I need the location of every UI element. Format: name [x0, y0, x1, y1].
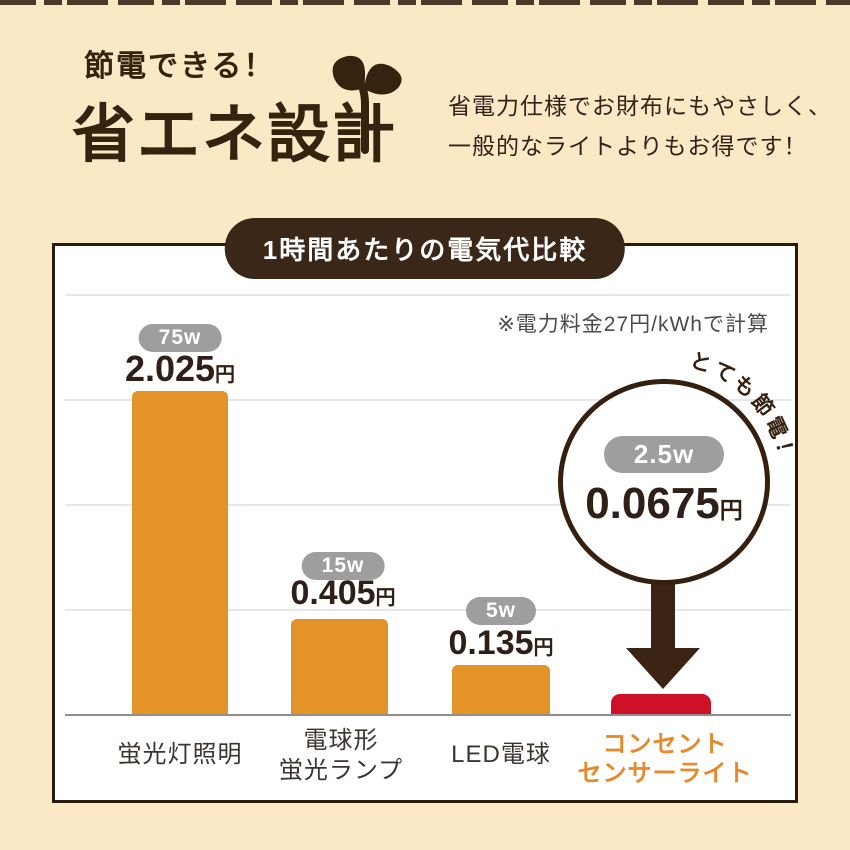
top-cropped-strip — [0, 0, 850, 5]
sprout-icon — [332, 55, 402, 154]
price-unit: 円 — [719, 497, 743, 523]
price-label: 2.025円 — [125, 348, 235, 390]
product-callout-circle: 2.5w 0.0675円 — [558, 379, 770, 585]
price-unit: 円 — [375, 587, 396, 609]
bar-fluorescent-lighting — [132, 391, 228, 714]
wattage-badge: 15w — [301, 552, 385, 580]
bar-led-bulb — [452, 665, 550, 714]
price-unit: 円 — [533, 637, 554, 659]
gridline — [65, 294, 791, 296]
bar-outlet-sensor-light — [611, 694, 711, 714]
chart-card: 1時間あたりの電気代比較 ※電力料金27円/kWhで計算 75w 2.025円 … — [52, 218, 798, 803]
gridline — [65, 399, 791, 401]
price-value: 0.405 — [290, 574, 376, 612]
x-axis-line — [65, 714, 791, 716]
bar-label-outlet-sensor-light: コンセント センサーライト — [577, 731, 753, 787]
wattage-badge: 2.5w — [603, 436, 725, 473]
price-value: 2.025 — [124, 348, 216, 389]
catchphrase: 節電できる！ — [84, 50, 276, 83]
bar-label-compact-fluorescent-lamp: 電球形 蛍光ランプ — [278, 727, 404, 784]
gridline — [65, 504, 791, 506]
price-unit: 円 — [215, 364, 236, 386]
bar-label-fluorescent-lighting: 蛍光灯照明 — [117, 741, 243, 768]
wattage-badge: 75w — [138, 324, 222, 352]
gridline — [65, 609, 791, 611]
calculation-note: ※電力料金27円/kWhで計算 — [497, 313, 769, 336]
price-label: 0.405円 — [290, 574, 395, 613]
description-line-2: 一般的なライトよりもお得です！ — [448, 133, 808, 159]
bar-compact-fluorescent-lamp — [291, 619, 388, 714]
description-line-1: 省電力仕様でお財布にもやさしく、 — [448, 93, 832, 119]
down-arrow-icon — [626, 576, 700, 689]
page-title: 省エネ設計 — [72, 100, 397, 170]
price-label: 0.0675円 — [585, 479, 743, 529]
price-value: 0.135 — [448, 624, 534, 662]
wattage-badge: 5w — [465, 597, 537, 625]
price-label: 0.135円 — [448, 624, 553, 663]
chart-title-badge: 1時間あたりの電気代比較 — [224, 218, 626, 279]
bar-label-led-bulb: LED電球 — [451, 741, 551, 768]
description: 省電力仕様でお財布にもやさしく、 一般的なライトよりもお得です！ — [448, 86, 832, 166]
price-value: 0.0675 — [585, 479, 720, 528]
